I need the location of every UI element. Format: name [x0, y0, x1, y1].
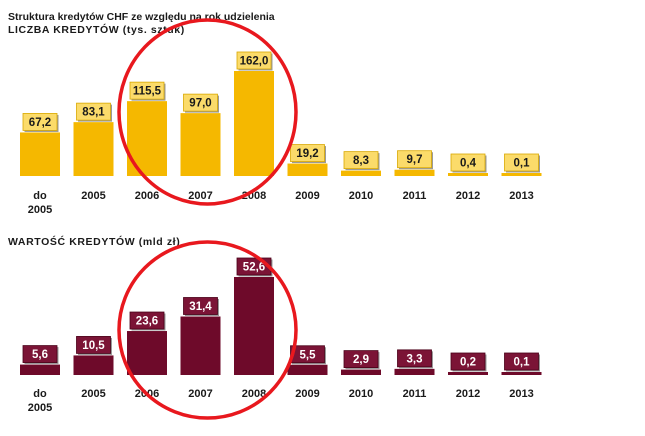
x-tick-label: 2012 — [456, 190, 480, 202]
data-label: 67,2 — [29, 117, 51, 129]
bar — [20, 132, 60, 176]
x-tick-label: 2009 — [295, 190, 319, 202]
data-label: 52,6 — [243, 262, 265, 274]
bar — [287, 163, 328, 176]
bar — [501, 372, 542, 375]
x-tick-label: 2012 — [456, 388, 480, 400]
data-label: 0,1 — [514, 357, 531, 369]
data-label: 97,0 — [189, 98, 211, 110]
bar — [234, 277, 274, 375]
data-label: 10,5 — [82, 340, 105, 352]
data-label: 8,3 — [353, 155, 369, 167]
data-label: 0,2 — [460, 357, 476, 369]
data-label-box — [129, 81, 165, 100]
x-tick-label: 2007 — [188, 388, 212, 400]
data-label-box — [76, 102, 111, 121]
highlight-ring — [117, 18, 298, 206]
bar — [20, 364, 60, 375]
data-label-box — [236, 51, 272, 70]
count-chart-title: LICZBA KREDYTÓW (tys. sztuk) — [8, 24, 185, 36]
data-label-box — [76, 336, 111, 354]
data-label: 5,5 — [300, 349, 317, 361]
x-tick-label: do 2005 — [28, 388, 52, 414]
bar — [448, 173, 488, 176]
x-tick-label: 2005 — [81, 190, 105, 202]
bar — [127, 331, 167, 375]
data-label-box — [22, 345, 58, 363]
bar — [341, 170, 381, 176]
data-label: 115,5 — [133, 86, 162, 98]
bar — [448, 372, 488, 375]
data-label-box — [450, 352, 486, 371]
data-label-box — [343, 350, 379, 368]
data-label: 23,6 — [136, 316, 158, 328]
x-tick-label: 2010 — [349, 190, 373, 202]
bar — [287, 364, 328, 375]
data-label: 31,4 — [189, 301, 212, 313]
data-label: 0,4 — [460, 158, 477, 170]
count-bar-chart: 67,2 83,1 115,5 97,0 162,0 19,2 8,3 9,7 0,4 0,1 do… — [20, 18, 542, 216]
data-label-box — [450, 153, 486, 172]
data-label-box — [129, 311, 165, 330]
bars-group: 5,6 10,5 23,6 31,4 52,6 5,5 2,9 3,3 0,2 0,1 — [20, 257, 542, 375]
data-label: 9,7 — [407, 154, 423, 166]
data-label-box — [290, 144, 325, 162]
data-label: 5,6 — [32, 349, 48, 361]
data-label: 2,9 — [353, 354, 369, 366]
data-label: 83,1 — [82, 107, 105, 119]
data-label-box — [397, 150, 432, 169]
data-label: 0,1 — [514, 158, 531, 170]
bar — [501, 173, 542, 176]
data-label-box — [290, 345, 325, 364]
x-tick-label: do 2005 — [28, 190, 52, 216]
data-label-box — [343, 151, 379, 170]
bar — [234, 71, 274, 176]
x-tick-label: 2005 — [81, 388, 105, 400]
data-label-box — [504, 153, 539, 172]
x-tick-label: 2011 — [403, 190, 427, 202]
bar — [73, 122, 114, 176]
x-tick-label: 2008 — [242, 388, 266, 400]
value-chart-title: WARTOŚĆ KREDYTÓW (mld zł) — [8, 236, 181, 248]
bar — [180, 113, 221, 176]
data-label: 19,2 — [296, 148, 318, 160]
x-tick-label: 2013 — [509, 388, 533, 400]
data-label-box — [183, 93, 218, 112]
bar — [394, 368, 435, 375]
x-tick-label: 2011 — [403, 388, 427, 400]
data-label-box — [504, 352, 539, 371]
x-tick-label: 2007 — [188, 190, 212, 202]
data-label-box — [397, 349, 432, 368]
bar — [341, 369, 381, 375]
x-tick-label: 2010 — [349, 388, 373, 400]
x-tick-label: 2009 — [295, 388, 319, 400]
bar — [180, 316, 221, 375]
data-label: 3,3 — [407, 353, 423, 365]
highlight-ring — [117, 240, 298, 420]
data-label-box — [183, 297, 218, 315]
bar — [73, 355, 114, 375]
x-tick-label: 2006 — [135, 190, 159, 202]
data-label-box — [22, 113, 58, 131]
bar — [394, 169, 435, 176]
data-label: 162,0 — [240, 56, 269, 68]
x-tick-label: 2013 — [509, 190, 533, 202]
